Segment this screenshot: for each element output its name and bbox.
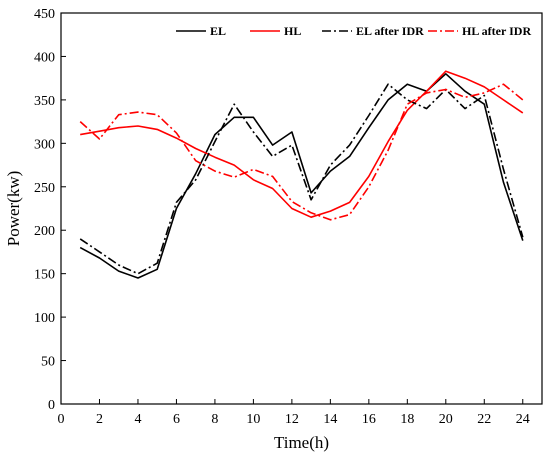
x-tick-label: 14: [323, 412, 337, 427]
x-tick-label: 6: [173, 412, 180, 427]
series-layer: [79, 70, 524, 279]
y-tick-label: 250: [34, 181, 55, 196]
y-tick-label: 0: [48, 398, 55, 413]
x-tick-label: 8: [211, 412, 218, 427]
x-tick-label: 18: [400, 412, 414, 427]
legend: EL HL EL after IDR HL after IDR: [176, 24, 531, 38]
x-tick-label: 20: [439, 412, 453, 427]
series-line-4: [79, 83, 524, 221]
x-tick-label: 12: [285, 412, 299, 427]
y-tick-label: 300: [34, 137, 55, 152]
legend-label-4: HL after IDR: [462, 24, 531, 38]
y-tick-label: 350: [34, 94, 55, 109]
x-tick-label: 16: [362, 412, 376, 427]
x-tick-label: 0: [58, 412, 65, 427]
y-tick-label: 400: [34, 50, 55, 65]
series-line-1: [79, 73, 524, 279]
axes: 0 2 4 6 8 10 12 14 16 18 20 22 240501001502002503003…: [34, 7, 530, 427]
series-line-3: [79, 83, 524, 275]
y-tick-label: 200: [34, 224, 55, 239]
legend-label-1: EL: [210, 24, 226, 38]
y-tick-label: 450: [34, 7, 55, 22]
series-line-2: [80, 70, 524, 218]
x-axis-title: Time(h): [274, 433, 329, 452]
legend-label-2: HL: [284, 24, 301, 38]
y-tick-label: 100: [34, 311, 55, 326]
x-tick-label: 2: [96, 412, 103, 427]
y-tick-label: 150: [34, 268, 55, 283]
y-tick-label: 50: [41, 355, 55, 370]
x-tick-label: 22: [477, 412, 491, 427]
y-axis-title: Power(kw): [4, 171, 23, 247]
x-tick-label: 10: [246, 412, 260, 427]
x-tick-label: 24: [516, 412, 530, 427]
plot-area: [60, 12, 543, 405]
x-tick-label: 4: [134, 412, 141, 427]
plot-frame: [60, 12, 543, 405]
legend-label-3: EL after IDR: [356, 24, 424, 38]
